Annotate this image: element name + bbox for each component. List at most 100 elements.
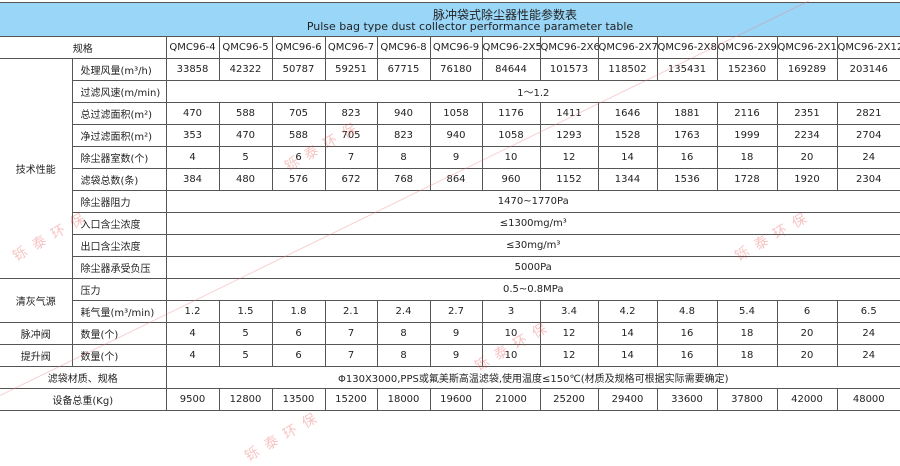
cell-value: 8 — [376, 322, 431, 345]
cell-value: 152360 — [716, 58, 778, 81]
cell-value: 5 — [218, 146, 273, 169]
cell-value: 4 — [165, 322, 220, 345]
row-label: 净过滤面积(m²) — [71, 124, 167, 147]
cell-value: 2116 — [716, 102, 778, 125]
cell-value: 7 — [324, 146, 378, 169]
table-row: 过滤风速(m/min) 1～1.2 — [0, 80, 900, 103]
cell-value: 15200 — [324, 388, 378, 411]
model-header: QMC96-9 — [429, 36, 483, 59]
model-header: QMC96-4 — [165, 36, 220, 59]
cell-value: 705 — [271, 102, 326, 125]
cell-value: 14 — [597, 146, 658, 169]
cell-value: 10 — [481, 344, 541, 367]
cell-value: 118502 — [597, 58, 658, 81]
model-header: QMC96-2X5 — [481, 36, 541, 59]
table-row: 滤袋材质、规格 Φ130X3000,PPS或氟美斯高温滤袋,使用温度≤150℃(材… — [0, 366, 900, 389]
table-row: 滤袋总数(条) 384 480 576 672 768 864 960 1152 1344 1536… — [0, 168, 900, 191]
cell-value: 4.2 — [597, 300, 658, 323]
row-value-span: 0.5~0.8MPa — [165, 278, 900, 301]
cell-value: 18 — [716, 146, 778, 169]
table-row: 提升阀 数量(个) 4 5 6 7 8 9 10 12 14 16 18 20 24 — [0, 344, 900, 367]
cell-value: 1.2 — [165, 300, 220, 323]
cell-value: 4.8 — [656, 300, 718, 323]
cell-value: 1646 — [597, 102, 658, 125]
cell-value: 2.7 — [429, 300, 483, 323]
cell-value: 1344 — [597, 168, 658, 191]
cell-value: 7 — [324, 344, 378, 367]
cell-value: 42000 — [776, 388, 838, 411]
cell-value: 588 — [271, 124, 326, 147]
cell-value: 20 — [776, 344, 838, 367]
cell-value: 21000 — [481, 388, 541, 411]
cell-value: 12 — [539, 146, 599, 169]
cell-value: 1176 — [481, 102, 541, 125]
table-row: 设备总重(Kg) 9500 12800 13500 15200 18000 19600 210… — [0, 388, 900, 411]
cell-value: 67715 — [376, 58, 431, 81]
cell-value: 14 — [597, 344, 658, 367]
cell-value: 135431 — [656, 58, 718, 81]
cell-value: 823 — [324, 102, 378, 125]
cell-value: 576 — [271, 168, 326, 191]
cell-value: 864 — [429, 168, 483, 191]
cell-value: 16 — [656, 322, 718, 345]
cell-value: 16 — [656, 146, 718, 169]
cell-value: 24 — [836, 322, 900, 345]
model-header: QMC96-2X9 — [716, 36, 778, 59]
cell-value: 1536 — [656, 168, 718, 191]
model-header: QMC96-2X7 — [597, 36, 658, 59]
cell-value: 24 — [836, 146, 900, 169]
cell-value: 470 — [165, 102, 220, 125]
table-row: 脉冲阀 数量(个) 4 5 6 7 8 9 10 12 14 16 18 20 24 — [0, 322, 900, 345]
row-label: 压力 — [71, 278, 167, 301]
cell-value: 3 — [481, 300, 541, 323]
cell-value: 1728 — [716, 168, 778, 191]
cell-value: 13500 — [271, 388, 326, 411]
cell-value: 2304 — [836, 168, 900, 191]
cell-value: 25200 — [539, 388, 599, 411]
cell-value: 470 — [218, 124, 273, 147]
cell-value: 8 — [376, 146, 431, 169]
cell-value: 10 — [481, 322, 541, 345]
cell-value: 7 — [324, 322, 378, 345]
title-english: Pulse bag type dust collector performanc… — [306, 20, 634, 33]
cell-value: 33858 — [165, 58, 220, 81]
cell-value: 2351 — [776, 102, 838, 125]
cell-value: 4 — [165, 344, 220, 367]
cell-value: 353 — [165, 124, 220, 147]
cell-value: 1411 — [539, 102, 599, 125]
cell-value: 1058 — [481, 124, 541, 147]
cell-value: 940 — [429, 124, 483, 147]
cell-value: 823 — [376, 124, 431, 147]
cell-value: 588 — [218, 102, 273, 125]
cell-value: 1.8 — [271, 300, 326, 323]
model-header: QMC96-2X8 — [656, 36, 718, 59]
row-label: 耗气量(m³/min) — [71, 300, 167, 323]
cell-value: 480 — [218, 168, 273, 191]
cell-value: 101573 — [539, 58, 599, 81]
table-title: 脉冲袋式除尘器性能参数表 Pulse bag type dust collect… — [0, 2, 900, 36]
table-row: 总过滤面积(m²) 470 588 705 823 940 1058 1176 1411 1646… — [0, 102, 900, 125]
cell-value: 16 — [656, 344, 718, 367]
cell-value: 6 — [271, 146, 326, 169]
cell-value: 29400 — [597, 388, 658, 411]
cell-value: 1.5 — [218, 300, 273, 323]
row-label: 除尘器承受负压 — [71, 256, 167, 279]
cell-value: 5.4 — [716, 300, 778, 323]
row-label: 除尘器阻力 — [71, 190, 167, 213]
cell-value: 203146 — [836, 58, 900, 81]
cell-value: 1293 — [539, 124, 599, 147]
row-value-span: ≤1300mg/m³ — [165, 212, 900, 235]
cell-value: 960 — [481, 168, 541, 191]
row-value-span: 5000Pa — [165, 256, 900, 279]
cell-value: 12 — [539, 344, 599, 367]
row-label: 总过滤面积(m²) — [71, 102, 167, 125]
row-label: 处理风量(m³/h) — [71, 58, 167, 81]
row-label: 数量(个) — [71, 344, 167, 367]
title-chinese: 脉冲袋式除尘器性能参数表 — [432, 8, 577, 22]
model-header: QMC96-2X6 — [539, 36, 599, 59]
row-label: 滤袋材质、规格 — [0, 366, 167, 389]
cell-value: 59251 — [324, 58, 378, 81]
cell-value: 20 — [776, 322, 838, 345]
row-label: 入口含尘浓度 — [71, 212, 167, 235]
table-row: 入口含尘浓度 ≤1300mg/m³ — [0, 212, 900, 235]
